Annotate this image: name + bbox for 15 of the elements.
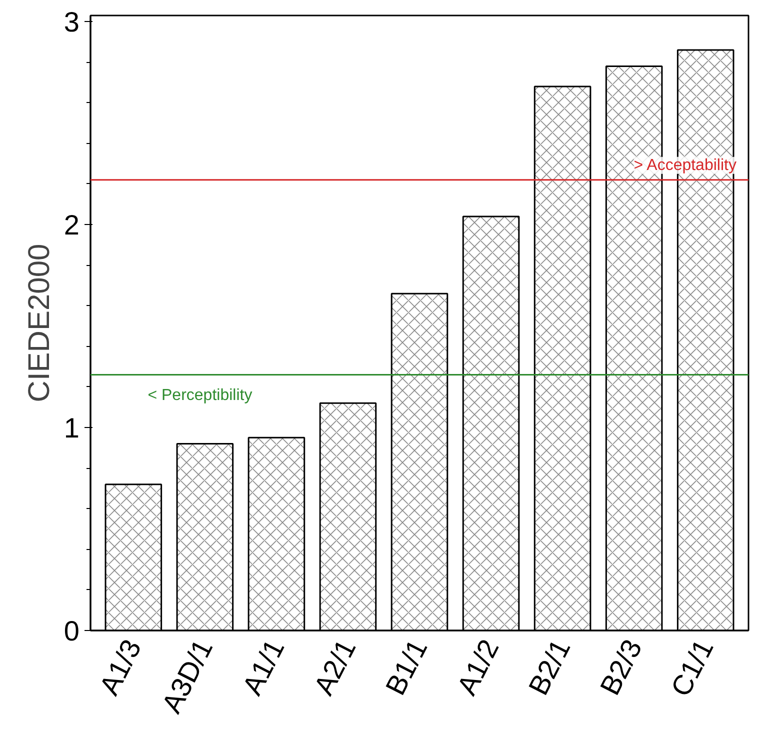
x-tick-label: A2/1 [308, 634, 362, 700]
y-tick-label: 3 [64, 6, 80, 38]
y-tick-label: 1 [64, 412, 80, 444]
x-tick-label: C1/1 [664, 634, 720, 702]
x-tick-label: A1/1 [236, 634, 290, 700]
y-tick-label: 2 [64, 210, 80, 241]
x-tick-label: B2/1 [522, 634, 576, 700]
x-tick-label: A1/2 [451, 634, 505, 700]
x-tick-label: B1/1 [380, 634, 434, 700]
x-tick-label: A1/3 [93, 634, 148, 700]
ref-line-label: > Acceptability [634, 156, 736, 174]
ref-line-label: < Perceptibility [148, 386, 252, 404]
y-tick-label: 0 [64, 616, 80, 646]
y-axis-title: CIEDE2000 [22, 244, 56, 402]
x-tick-label: B2/3 [594, 634, 648, 700]
